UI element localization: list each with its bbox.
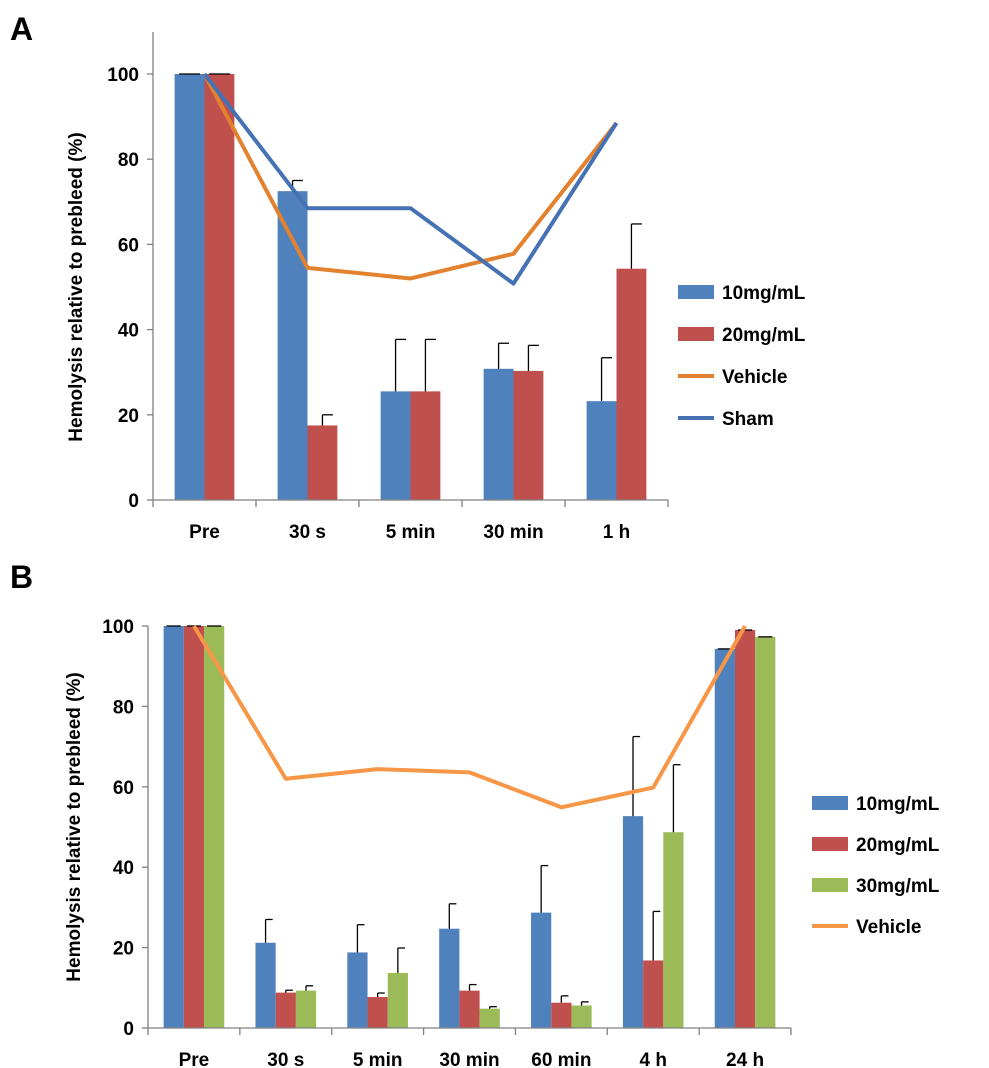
bar-30mg-ml-5	[663, 832, 684, 1028]
legend-swatch	[812, 796, 848, 810]
x-tick-label: Pre	[179, 1050, 210, 1068]
bar-10mg-ml-3	[439, 928, 460, 1028]
x-tick-label: 1 h	[603, 522, 630, 543]
bar-30mg-ml-1	[295, 990, 317, 1028]
bar-20mg-ml-1	[275, 992, 296, 1028]
bar-20mg-ml-6	[734, 630, 756, 1028]
x-tick-label: 30 min	[439, 1050, 499, 1068]
bar-10mg-ml-1	[255, 942, 276, 1028]
bar-20mg-ml-3	[513, 370, 544, 500]
y-axis-label: Hemolysis relative to prebleed (%)	[64, 672, 85, 981]
bar-20mg-ml-4	[551, 1002, 572, 1028]
bar-20mg-ml-0	[204, 74, 235, 500]
x-tick-label: 5 min	[353, 1050, 403, 1068]
bar-10mg-ml-4	[586, 401, 617, 500]
legend-label: 10mg/mL	[856, 794, 940, 815]
bar-20mg-ml-3	[459, 990, 480, 1028]
legend-label: Sham	[722, 409, 774, 430]
y-tick-label: 20	[118, 406, 139, 427]
y-tick-label: 100	[107, 65, 139, 86]
legend-label: 10mg/mL	[722, 283, 806, 304]
y-tick-label: 60	[113, 778, 134, 799]
chart-panel-b: B Hemolysis relative to prebleed (%) 0 20 40…	[10, 559, 940, 1068]
panel-letter: B	[10, 559, 33, 595]
bar-20mg-ml-4	[616, 268, 647, 500]
panel-letter: A	[10, 11, 33, 47]
bar-20mg-ml-2	[367, 997, 388, 1028]
legend-label: Vehicle	[722, 367, 788, 388]
bar-30mg-ml-2	[387, 972, 408, 1028]
x-tick-label: 24 h	[726, 1050, 764, 1068]
bar-30mg-ml-4	[571, 1005, 592, 1028]
y-tick-label: 80	[113, 697, 134, 718]
x-tick-label: 4 h	[639, 1050, 666, 1068]
y-tick-label: 60	[118, 235, 139, 256]
bar-10mg-ml-6	[714, 648, 735, 1028]
legend-swatch	[678, 285, 714, 299]
y-axis-label: Hemolysis relative to prebleed (%)	[66, 132, 87, 441]
x-tick-label: 60 min	[531, 1050, 591, 1068]
bar-10mg-ml-5	[622, 816, 644, 1028]
legend-label: 20mg/mL	[722, 325, 806, 346]
x-tick-label: 5 min	[386, 522, 436, 543]
bar-20mg-ml-1	[307, 425, 338, 500]
bar-20mg-ml-2	[410, 391, 441, 500]
x-tick-label: 30 min	[483, 522, 543, 543]
legend-swatch	[812, 837, 848, 851]
bar-10mg-ml-4	[531, 912, 552, 1028]
y-tick-label: 0	[123, 1019, 134, 1040]
bar-20mg-ml-0	[183, 626, 205, 1028]
chart-panel-a: A Hemolysis relative to prebleed (%) 0 20 40…	[10, 11, 806, 543]
legend-swatch	[678, 327, 714, 341]
line-vehicle	[192, 624, 747, 810]
bar-30mg-ml-6	[755, 636, 776, 1028]
bar-10mg-ml-0	[163, 626, 184, 1028]
bar-10mg-ml-2	[380, 391, 411, 500]
x-tick-label: 30 s	[267, 1050, 304, 1068]
x-tick-label: Pre	[189, 522, 220, 543]
legend-label: 20mg/mL	[856, 835, 940, 856]
bar-10mg-ml-3	[483, 368, 514, 500]
legend-label: Vehicle	[856, 917, 922, 938]
bar-10mg-ml-2	[347, 952, 368, 1028]
bar-30mg-ml-0	[204, 626, 225, 1028]
bar-20mg-ml-5	[643, 960, 664, 1028]
bar-10mg-ml-0	[174, 74, 205, 500]
y-tick-label: 40	[118, 321, 139, 342]
legend-swatch	[812, 878, 848, 892]
y-tick-label: 0	[128, 491, 139, 512]
y-tick-label: 40	[113, 858, 134, 879]
bar-30mg-ml-3	[479, 1008, 500, 1028]
y-tick-label: 100	[102, 617, 134, 638]
y-tick-label: 80	[118, 150, 139, 171]
line-vehicle	[202, 73, 619, 281]
line-sham	[202, 72, 619, 286]
y-tick-label: 20	[113, 939, 134, 960]
x-tick-label: 30 s	[289, 522, 326, 543]
legend-label: 30mg/mL	[856, 876, 940, 897]
